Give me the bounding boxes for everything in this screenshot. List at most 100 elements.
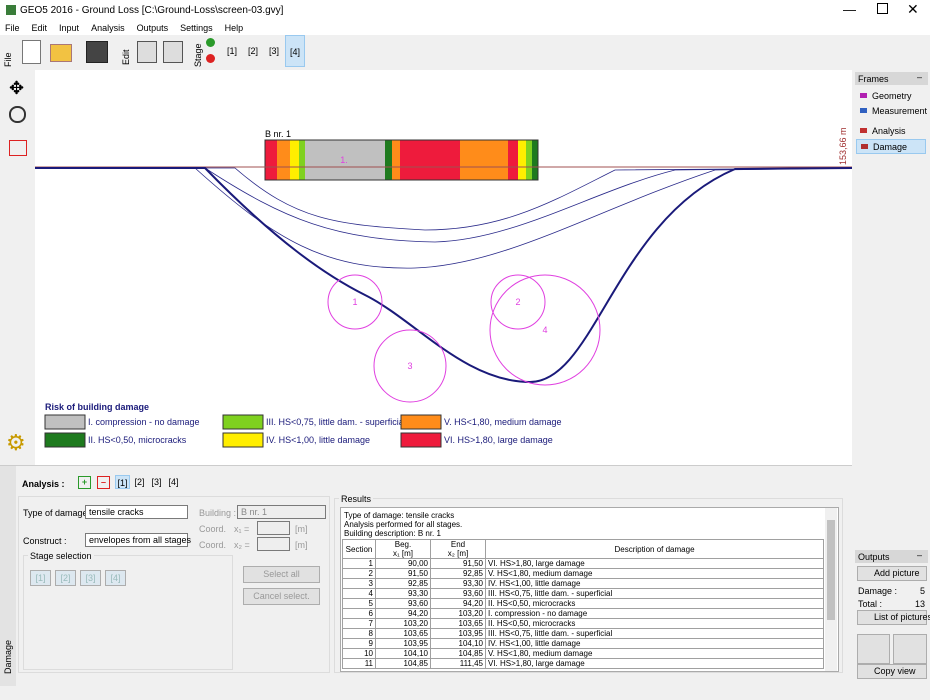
minimize[interactable]: — [843,2,856,17]
table-row: 9 103,95 104,10 IV. HS<1,00, little damage [342,638,824,649]
frame-item[interactable]: Measurement [856,104,927,117]
menu-item[interactable]: Analysis [91,23,125,33]
select-all-button[interactable]: Select all [243,566,320,583]
menu-item[interactable]: Help [224,23,244,33]
scroll-thumb[interactable] [827,520,835,620]
analysis-stage[interactable]: [4] [168,477,179,487]
table-cell: I. compression - no damage [485,608,824,619]
remove-stage[interactable] [206,54,215,63]
stage-button[interactable]: [4] [285,35,305,67]
stage-button[interactable]: [2] [247,46,258,56]
maximize[interactable] [877,3,888,14]
frame-item[interactable]: Geometry [856,89,924,102]
building-value: B nr. 1 [241,507,268,517]
new-button[interactable] [22,40,41,64]
legend-swatch [44,432,86,448]
settings-button[interactable]: ⚙ [6,430,26,455]
side-tab-label: Damage [3,639,13,674]
circle-label: 2 [515,297,520,307]
collapse[interactable]: – [917,550,923,560]
scrollbar[interactable] [825,508,837,671]
menu-item[interactable]: Edit [31,23,48,33]
add-stage[interactable] [206,38,215,47]
frame-label: Geometry [872,91,912,101]
drawing-canvas: B nr. 1 1. 153,66 m 1 2 3 4 Risk of building da… [35,70,852,465]
open-button[interactable] [50,44,72,62]
paste-button[interactable] [163,41,183,63]
type-select[interactable]: tensile cracks [85,505,188,519]
table-cell: 104,10 [430,638,486,649]
side-tab[interactable]: Damage [0,466,16,686]
table-cell: 104,10 [375,648,431,659]
remove-analysis[interactable]: – [97,476,110,489]
table-row: 8 103,65 103,95 III. HS<0,75, little dam. -… [342,628,824,639]
stage-select-button[interactable]: [3] [80,570,101,586]
table-cell: 103,20 [430,608,486,619]
list-pictures-button[interactable]: List of pictures [857,610,930,625]
add-analysis[interactable]: + [78,476,91,489]
menu-item[interactable]: Outputs [136,23,169,33]
stage-select-button[interactable]: [4] [105,570,126,586]
stage-select-button[interactable]: [1] [30,570,51,586]
construct-value: envelopes from all stages [89,535,192,545]
settings-group: Type of damage : tensile cracks Construc… [18,496,330,673]
print-button[interactable] [857,634,890,664]
analysis-stage[interactable]: [1] [115,475,130,489]
frame-item[interactable]: Damage [856,139,926,154]
zoom-tool[interactable] [9,106,26,123]
table-cell: 103,65 [430,618,486,629]
stage-select-button[interactable]: [2] [55,570,76,586]
frame-item[interactable]: Analysis [856,124,924,137]
legend-swatch [400,432,442,448]
frame-icon [861,144,868,149]
header-cell: Section [342,539,376,559]
x2-input [257,537,290,551]
cancel-select-button[interactable]: Cancel select. [243,588,320,605]
menu-bar: File Edit Input Analysis Outputs Settings Help [0,22,930,35]
stage-button[interactable]: [1] [226,46,237,56]
table-cell: 94,20 [375,608,431,619]
analysis-stage[interactable]: [2] [134,477,145,487]
table-row: 3 92,85 93,30 IV. HS<1,00, little damage [342,578,824,589]
table-cell: III. HS<0,75, little dam. - superficial [485,588,824,599]
analysis-stage[interactable]: [3] [151,477,162,487]
collapse[interactable]: – [917,72,923,82]
table-row: 2 91,50 92,85 V. HS<1,80, medium damage [342,568,824,579]
table-cell: V. HS<1,80, medium damage [485,648,824,659]
add-picture-button[interactable]: Add picture [857,566,927,581]
close[interactable]: ✕ [907,1,919,17]
pan-tool[interactable]: ✥ [9,78,25,98]
table-row: 6 94,20 103,20 I. compression - no damage [342,608,824,619]
construct-select[interactable]: envelopes from all stages [85,533,192,547]
table-cell: V. HS<1,80, medium damage [485,568,824,579]
table-cell: 103,20 [375,618,431,629]
table-cell: II. HS<0,50, microcracks [485,598,824,609]
legend-swatch [44,414,86,430]
menu-item[interactable]: File [5,23,20,33]
stage-button[interactable]: [3] [268,46,279,56]
table-cell: 92,85 [375,578,431,589]
copy-view-button[interactable]: Copy view [857,664,927,679]
table-cell: 9 [342,638,376,649]
table-cell: 103,95 [375,638,431,649]
frame-label: Damage [873,142,908,152]
table-cell: 6 [342,608,376,619]
menu-item[interactable]: Settings [180,23,213,33]
total-count-label: Total : [858,599,883,609]
results-group: Results Type of damage: tensile cracks An… [334,494,843,673]
legend-label: I. compression - no damage [88,417,200,427]
header-line: End [450,540,466,549]
table-row: 4 93,30 93,60 III. HS<0,75, little dam. - s… [342,588,824,599]
print-preview-button[interactable] [893,634,927,664]
table-cell: 93,30 [375,588,431,599]
fit-tool[interactable] [9,140,27,156]
trough-stage1 [35,167,852,231]
x1-label: x₁ = [234,524,250,534]
save-button[interactable] [86,41,108,63]
table-cell: 90,00 [375,558,431,569]
window-title: GEO5 2016 - Ground Loss [C:\Ground-Loss\… [20,5,284,16]
stage-selection-group: Stage selection [1] [2] [3] [4] [23,551,233,670]
menu-item[interactable]: Input [59,23,80,33]
legend-title: Risk of building damage [45,402,149,412]
copy-button[interactable] [137,41,157,63]
